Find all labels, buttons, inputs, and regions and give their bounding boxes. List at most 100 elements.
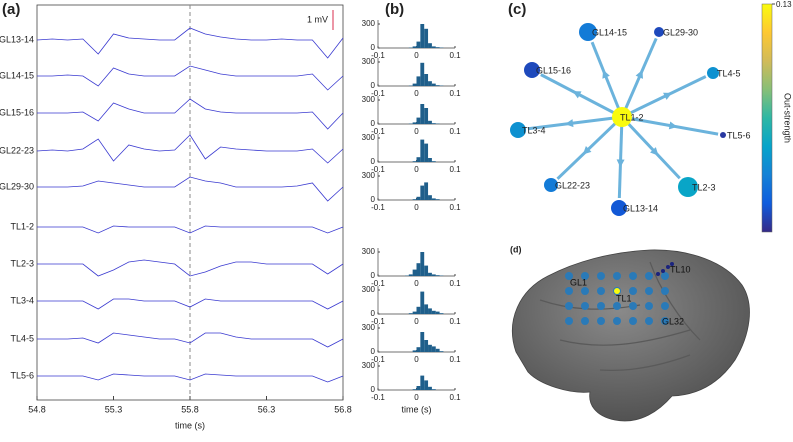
electrode [629, 272, 637, 280]
hist-bar [420, 62, 425, 86]
x-tick-label: 0.1 [449, 203, 461, 212]
y-tick-label: 0 [371, 81, 376, 90]
x-tick-label: -0.1 [371, 203, 385, 212]
x-tick-label: 56.8 [334, 404, 352, 414]
node [510, 122, 526, 138]
channel-label: TL3-4 [10, 295, 34, 305]
y-tick-label: 0 [371, 43, 376, 52]
hist-bar [431, 346, 436, 352]
electrode [645, 287, 653, 295]
electrode [597, 287, 605, 295]
hist-bar [428, 272, 432, 276]
x-tick-label: 0 [414, 317, 419, 326]
node [654, 27, 664, 37]
electrode [597, 302, 605, 310]
edge-arrow [635, 69, 643, 79]
edge [620, 37, 658, 118]
electrode [629, 302, 637, 310]
x-tick-label: -0.1 [371, 355, 385, 364]
hist-bar [416, 263, 421, 276]
x-tick-label: -0.1 [371, 279, 385, 288]
x-tick-label: 0 [414, 165, 419, 174]
panel-label: (c) [508, 1, 526, 18]
electrode [613, 302, 621, 310]
hist-bar [428, 120, 432, 124]
panel-label: (b) [385, 1, 404, 18]
edge-arrow [572, 91, 582, 99]
x-tick-label: 0.1 [449, 355, 461, 364]
electrode [581, 287, 589, 295]
electrode [565, 317, 573, 325]
y-tick-label: 300 [362, 323, 376, 332]
x-tick-label: 0.1 [449, 89, 461, 98]
x-tick-label: 0.1 [449, 127, 461, 136]
edge-arrow [668, 121, 678, 130]
hist-bar [420, 139, 425, 162]
hist-bar [424, 340, 429, 352]
strip-electrode [666, 265, 670, 269]
electrode-label: GL32 [662, 316, 684, 326]
x-axis-label: time (s) [402, 404, 432, 414]
strip-electrode [670, 262, 674, 266]
node [611, 200, 627, 216]
electrode [581, 317, 589, 325]
hist-bar [416, 117, 421, 124]
panel-label: (d) [510, 244, 522, 254]
node [707, 67, 719, 79]
hist-bar [412, 269, 417, 276]
hist-bar [428, 386, 432, 390]
electrode [661, 272, 669, 280]
hist-bar [416, 157, 421, 162]
electrode [629, 317, 637, 325]
colorbar-tick-label: 0.13 [776, 0, 792, 9]
channel-label: GL15-16 [0, 107, 34, 117]
hist-bar [424, 182, 429, 200]
edge [621, 75, 707, 119]
edge [620, 115, 681, 180]
edge-arrow [565, 119, 574, 128]
y-tick-label: 0 [371, 195, 376, 204]
y-tick-label: 300 [362, 247, 376, 256]
hist-bar [424, 380, 429, 390]
eeg-trace [37, 98, 344, 130]
hist-bar [420, 185, 425, 200]
electrode [565, 272, 573, 280]
hist-bar [412, 161, 417, 162]
x-tick-label: -0.1 [371, 89, 385, 98]
strip-electrode [661, 269, 665, 273]
hist-bar [412, 199, 417, 200]
edge-arrow [602, 69, 610, 79]
electrode-label: TL10 [670, 264, 691, 274]
hist-bar [431, 123, 436, 124]
y-tick-label: 0 [371, 157, 376, 166]
x-tick-label: 0.1 [449, 393, 461, 402]
eeg-trace [36, 134, 344, 164]
hist-bar [428, 81, 432, 86]
y-tick-label: 300 [362, 133, 376, 142]
channel-label: TL1-2 [10, 221, 34, 231]
y-tick-label: 0 [371, 385, 376, 394]
x-tick-label: 0 [414, 355, 419, 364]
y-tick-label: 0 [371, 309, 376, 318]
node-label: GL13-14 [623, 203, 658, 213]
channel-label: GL14-15 [0, 70, 34, 80]
node [544, 178, 558, 192]
electrode [645, 317, 653, 325]
hist-bar [431, 83, 436, 86]
electrode [581, 272, 589, 280]
electrode [645, 302, 653, 310]
node-label: TL2-3 [692, 182, 716, 192]
hist-bar [408, 274, 413, 276]
hist-bar [431, 198, 436, 200]
hist-bar [416, 41, 421, 48]
channel-label: GL29-30 [0, 181, 34, 191]
x-tick-label: 0 [414, 127, 419, 136]
hist-bar [412, 46, 417, 48]
x-tick-label: 0 [414, 279, 419, 288]
electrode [645, 272, 653, 280]
hist-bar [424, 108, 429, 124]
hist-bar [416, 347, 421, 352]
electrode-label: GL1 [570, 277, 587, 287]
node-label: GL15-16 [536, 65, 571, 75]
hist-bar [431, 161, 436, 162]
